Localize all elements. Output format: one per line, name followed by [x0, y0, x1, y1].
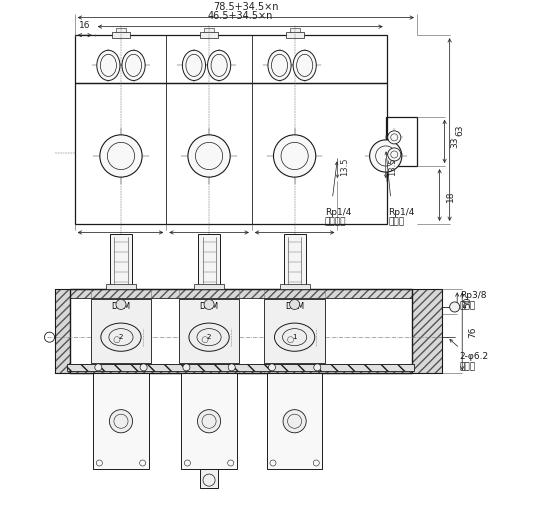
Circle shape — [140, 364, 147, 371]
Bar — [112, 33, 130, 39]
Circle shape — [283, 410, 306, 433]
Text: 13.5: 13.5 — [388, 157, 397, 176]
Bar — [75, 36, 387, 84]
Bar — [290, 29, 300, 33]
Circle shape — [228, 364, 235, 371]
Bar — [106, 285, 136, 290]
Ellipse shape — [182, 51, 205, 81]
Bar — [70, 290, 412, 299]
Bar — [204, 29, 214, 33]
Ellipse shape — [274, 323, 315, 352]
Bar — [179, 300, 239, 363]
Circle shape — [204, 300, 214, 310]
Circle shape — [388, 131, 401, 145]
Text: 进气口: 进气口 — [388, 217, 405, 226]
Circle shape — [100, 135, 142, 178]
Bar — [264, 300, 325, 363]
Circle shape — [95, 364, 102, 371]
Circle shape — [268, 364, 275, 371]
Bar — [267, 374, 322, 469]
Ellipse shape — [293, 51, 316, 81]
Text: 76: 76 — [468, 326, 477, 337]
Text: 46.5+34.5×n: 46.5+34.5×n — [208, 11, 273, 21]
Bar — [200, 469, 218, 488]
Ellipse shape — [122, 51, 145, 81]
Bar — [70, 364, 412, 374]
Bar — [67, 364, 415, 372]
Bar — [285, 33, 304, 39]
Text: 2: 2 — [207, 333, 211, 339]
Text: 16: 16 — [79, 20, 91, 30]
Bar — [70, 290, 412, 374]
Bar — [386, 118, 417, 167]
Bar — [200, 33, 218, 39]
Text: 63: 63 — [456, 125, 465, 136]
Circle shape — [109, 410, 132, 433]
Text: DMM: DMM — [112, 301, 130, 310]
Bar — [93, 374, 148, 469]
Bar — [110, 235, 132, 290]
Text: 19.5: 19.5 — [110, 240, 130, 248]
Circle shape — [273, 135, 316, 178]
Text: 33: 33 — [450, 136, 460, 148]
Text: Rp1/4: Rp1/4 — [388, 208, 415, 217]
Bar — [412, 290, 442, 374]
Text: DMM: DMM — [199, 301, 219, 310]
Bar — [116, 29, 126, 33]
Text: 50: 50 — [463, 296, 473, 308]
Text: 2-φ6.2
安装孔: 2-φ6.2 安装孔 — [450, 340, 489, 371]
Text: 13.5: 13.5 — [340, 157, 349, 176]
Ellipse shape — [189, 323, 229, 352]
Text: 18: 18 — [445, 190, 455, 202]
Bar — [198, 235, 220, 290]
Bar — [75, 84, 387, 224]
Circle shape — [116, 300, 126, 310]
Circle shape — [290, 300, 300, 310]
Bar — [279, 285, 310, 290]
Circle shape — [188, 135, 230, 178]
Text: Rp3/8
进油口: Rp3/8 进油口 — [455, 290, 486, 309]
Text: 78.5+34.5×n: 78.5+34.5×n — [213, 2, 279, 12]
Circle shape — [198, 410, 221, 433]
Text: 油气出口: 油气出口 — [325, 217, 346, 226]
Circle shape — [450, 302, 460, 313]
Circle shape — [370, 140, 402, 173]
Bar — [55, 290, 70, 374]
Circle shape — [314, 364, 321, 371]
Text: DMM: DMM — [285, 301, 304, 310]
Ellipse shape — [97, 51, 120, 81]
Ellipse shape — [268, 51, 291, 81]
Circle shape — [183, 364, 190, 371]
Bar — [182, 374, 237, 469]
Text: 34.5: 34.5 — [285, 240, 305, 248]
Ellipse shape — [208, 51, 231, 81]
Circle shape — [388, 149, 401, 162]
Bar — [91, 300, 151, 363]
Ellipse shape — [101, 323, 141, 352]
Bar — [194, 285, 224, 290]
Bar — [284, 235, 306, 290]
Text: 1: 1 — [293, 333, 297, 339]
Text: 34.5: 34.5 — [199, 240, 219, 248]
Text: 2: 2 — [119, 333, 123, 339]
Text: Rp1/4: Rp1/4 — [325, 208, 351, 217]
